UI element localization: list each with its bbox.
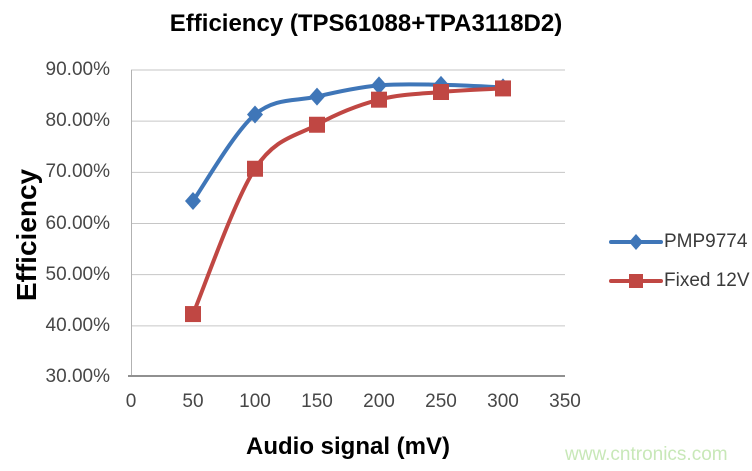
legend-label: Fixed 12V [664, 270, 750, 291]
data-point-diamond [247, 105, 263, 124]
data-point-square [185, 306, 201, 323]
ytick-label: 30.00% [45, 366, 110, 387]
watermark: www.cntronics.com [565, 444, 728, 465]
legend: PMP9774 Fixed 12V [609, 231, 750, 292]
data-point-square [629, 274, 643, 288]
data-point-square [433, 84, 449, 101]
ytick-label: 90.00% [45, 59, 110, 80]
plot-svg [128, 69, 565, 377]
data-point-square [247, 160, 263, 177]
ytick-label: 60.00% [45, 212, 110, 234]
xtick-label: 300 [487, 391, 519, 412]
data-point-square [371, 91, 387, 108]
series-line-pmp9774 [191, 82, 505, 203]
ytick-label: 70.00% [45, 161, 110, 183]
plot-area [128, 69, 565, 377]
legend-item-pmp9774: PMP9774 [609, 231, 750, 253]
ytick-label: 50.00% [45, 263, 110, 285]
legend-marker-square-icon [609, 274, 663, 288]
legend-marker-diamond-icon [609, 234, 663, 250]
xtick-label: 150 [301, 391, 333, 412]
legend-item-fixed-12v: Fixed 12V [609, 270, 750, 292]
xtick-label: 350 [549, 391, 581, 412]
data-point-diamond [309, 87, 325, 106]
xtick-label: 0 [125, 391, 137, 412]
data-point-square [309, 116, 325, 133]
x-axis-title: Audio signal (mV) [246, 433, 450, 460]
xtick-label: 100 [239, 391, 271, 412]
xtick-label: 250 [425, 391, 457, 412]
xtick-label: 50 [182, 391, 204, 412]
chart-title: Efficiency (TPS61088+TPA3118D2) [169, 10, 563, 37]
data-point-diamond [629, 234, 643, 250]
data-point-diamond [371, 76, 387, 95]
data-point-diamond [185, 191, 201, 210]
ytick-label: 40.00% [45, 314, 110, 336]
series-line-fixed-12v [191, 86, 505, 317]
legend-label: PMP9774 [664, 231, 748, 252]
ytick-label: 80.00% [45, 110, 110, 132]
xtick-label: 200 [363, 391, 395, 412]
data-point-square [495, 80, 511, 97]
